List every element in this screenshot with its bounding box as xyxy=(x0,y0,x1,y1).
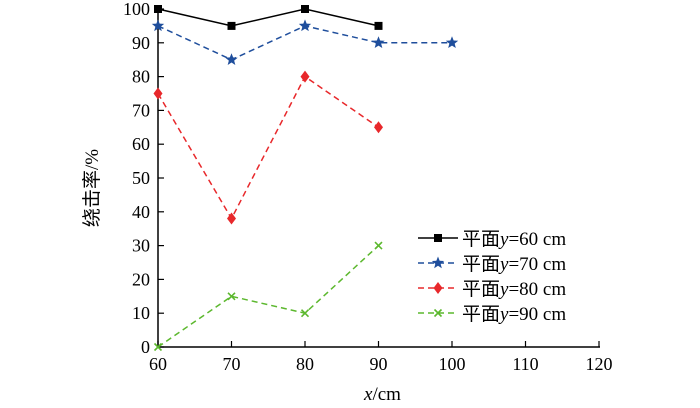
data-point-marker xyxy=(372,36,385,49)
y-tick-label: 50 xyxy=(132,168,150,188)
x-tick-label: 70 xyxy=(223,354,241,374)
series-4 xyxy=(153,241,383,352)
y-ticks: 0 10 20 30 40 50 60 70 80 90 100 xyxy=(123,0,164,357)
data-point-marker xyxy=(227,21,236,30)
legend-label: 平面y=90 cm xyxy=(462,304,566,325)
legend-label-var: y xyxy=(498,304,509,325)
x-axis-title: x/cm xyxy=(363,384,401,405)
y-tick-label: 80 xyxy=(132,67,150,87)
legend-label: 平面y=80 cm xyxy=(462,279,566,300)
y-axis-title: 绕击率/% xyxy=(81,149,103,227)
legend-item: 平面y=60 cm xyxy=(418,229,566,250)
data-point-marker xyxy=(433,308,443,318)
data-point-marker xyxy=(434,234,442,242)
y-tick-label: 10 xyxy=(132,303,150,323)
legend-item: 平面y=70 cm xyxy=(418,254,566,275)
series-line xyxy=(157,25,452,61)
x-tick-label: 120 xyxy=(586,354,613,374)
legend-label-prefix: 平面 xyxy=(462,279,500,300)
y-tick-label: 100 xyxy=(123,0,150,19)
data-point-marker xyxy=(300,70,310,83)
x-tick-label: 90 xyxy=(370,354,388,374)
data-point-marker xyxy=(298,19,312,32)
legend-label-var: y xyxy=(498,229,509,250)
series-line xyxy=(157,75,379,221)
data-point-marker xyxy=(301,5,309,13)
series-2 xyxy=(151,19,459,65)
data-point-marker xyxy=(431,256,445,269)
legend-item: 平面y=90 cm xyxy=(418,304,566,325)
series-3 xyxy=(153,70,383,225)
y-tick-label: 40 xyxy=(132,202,150,222)
y-tick-label: 60 xyxy=(132,134,150,154)
x-tick-label: 110 xyxy=(512,354,538,374)
data-point-marker xyxy=(374,21,383,30)
data-point-marker xyxy=(300,309,310,318)
marker-stroke xyxy=(227,292,236,301)
data-point-marker xyxy=(374,241,383,250)
x-tick-label: 100 xyxy=(439,354,466,374)
legend-label-var: y xyxy=(498,254,509,275)
x-ticks: 60 70 80 90 100 110 120 xyxy=(149,341,613,374)
series-line xyxy=(157,245,380,348)
data-point-marker xyxy=(227,292,236,301)
legend-label-suffix: =60 cm xyxy=(508,229,566,250)
data-point-marker xyxy=(433,282,443,294)
data-point-marker xyxy=(151,19,165,32)
data-point-marker xyxy=(153,87,163,100)
y-tick-label: 90 xyxy=(132,33,150,53)
y-tick-label: 20 xyxy=(132,269,150,289)
marker-stroke xyxy=(300,309,310,318)
y-tick-label: 0 xyxy=(141,337,150,357)
series-1 xyxy=(154,5,383,30)
x-tick-label: 80 xyxy=(296,354,314,374)
legend-item: 平面y=80 cm xyxy=(418,279,566,300)
y-tick-label: 70 xyxy=(132,100,150,120)
data-point-marker xyxy=(153,342,163,352)
legend-label-prefix: 平面 xyxy=(462,304,500,325)
legend-label-suffix: =70 cm xyxy=(508,254,566,275)
legend-label-prefix: 平面 xyxy=(462,229,500,250)
legend-label-prefix: 平面 xyxy=(462,254,500,275)
series-layer xyxy=(151,5,459,352)
y-tick-label: 30 xyxy=(132,236,150,256)
marker-stroke xyxy=(433,308,443,318)
data-point-marker xyxy=(225,53,238,65)
data-point-marker xyxy=(445,36,459,49)
x-tick-label: 60 xyxy=(149,354,167,374)
legend-label-suffix: =80 cm xyxy=(508,279,566,300)
marker-stroke xyxy=(374,241,383,250)
legend-label: 平面y=70 cm xyxy=(462,254,566,275)
legend-label-var: y xyxy=(498,279,509,300)
data-point-marker xyxy=(227,212,236,225)
data-point-marker xyxy=(374,121,383,134)
data-point-marker xyxy=(154,5,162,13)
marker-stroke xyxy=(153,342,163,352)
legend-label-suffix: =90 cm xyxy=(508,304,566,325)
legend-label: 平面y=60 cm xyxy=(462,229,566,250)
series-line xyxy=(157,8,379,27)
